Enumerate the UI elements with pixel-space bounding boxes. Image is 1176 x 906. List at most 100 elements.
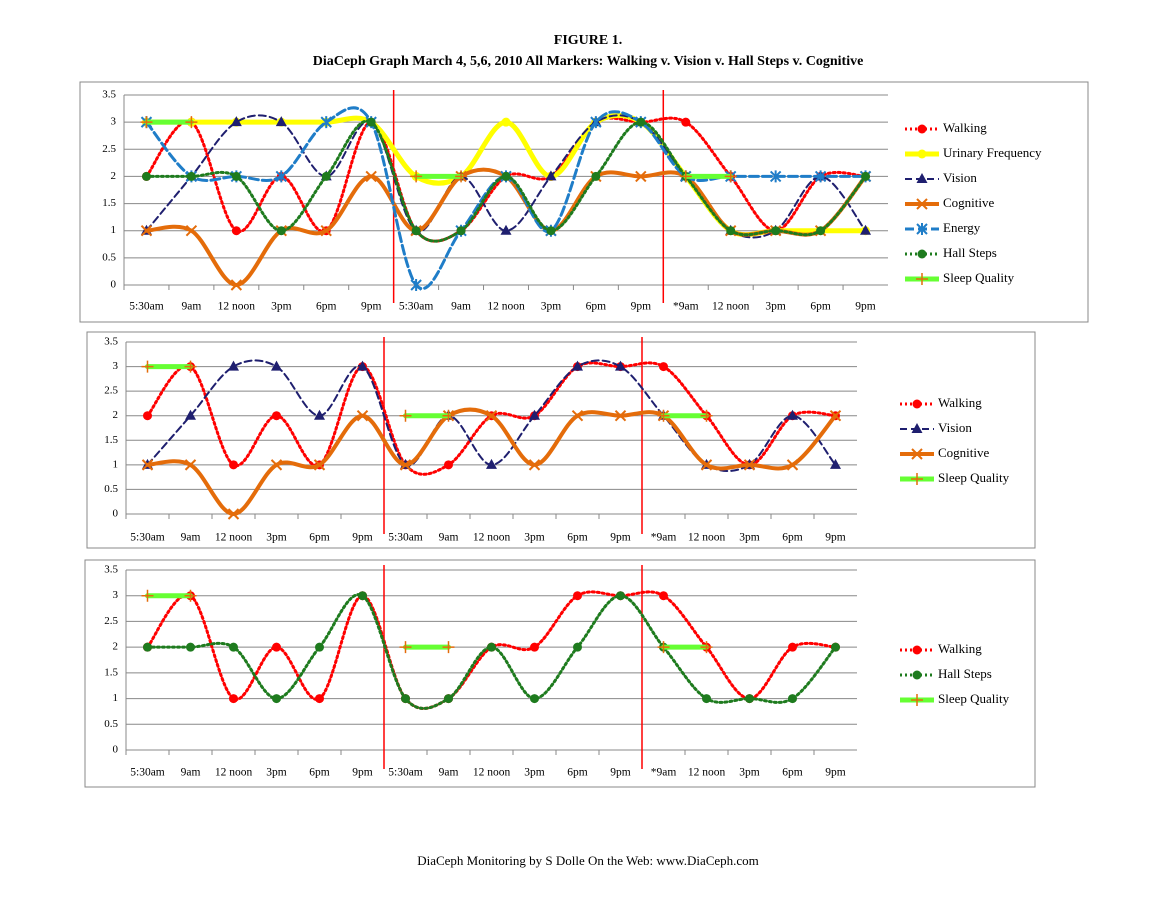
x-tick-label: 3pm — [266, 767, 287, 779]
x-tick-label: 3pm — [541, 301, 562, 313]
point — [272, 411, 281, 421]
x-tick-label: 6pm — [782, 767, 803, 779]
legend-label: Hall Steps — [943, 245, 997, 260]
point — [700, 459, 713, 471]
y-tick-label: 0 — [111, 279, 117, 291]
x-tick-label: *9am — [651, 532, 677, 544]
point — [184, 589, 197, 602]
point — [399, 459, 412, 471]
point — [573, 642, 582, 652]
legend-label: Sleep Quality — [938, 470, 1010, 485]
x-tick-label: 3pm — [739, 767, 760, 779]
y-tick-label: 1 — [113, 458, 119, 470]
x-tick-label: 5:30am — [130, 767, 165, 779]
x-tick-label: 9am — [181, 532, 201, 544]
y-tick-label: 1.5 — [104, 434, 118, 446]
legend-label: Walking — [938, 641, 982, 656]
point — [229, 694, 238, 704]
point — [786, 459, 799, 471]
legend-marker — [916, 223, 928, 235]
figure-title: FIGURE 1. — [554, 33, 622, 48]
legend-marker — [911, 694, 923, 706]
point — [591, 171, 601, 181]
x-tick-label: 6pm — [567, 767, 588, 779]
point — [320, 225, 332, 237]
point — [140, 116, 153, 129]
y-tick-label: 3 — [113, 360, 119, 372]
x-tick-label: 12 noon — [688, 767, 726, 779]
x-tick-label: 6pm — [567, 532, 588, 544]
point — [366, 117, 376, 127]
x-tick-label: 12 noon — [473, 767, 511, 779]
point — [271, 360, 282, 371]
point — [831, 642, 840, 652]
point — [485, 410, 498, 422]
point — [185, 225, 198, 237]
point — [615, 360, 626, 371]
point — [442, 641, 455, 654]
point — [861, 171, 871, 181]
y-tick-label: 3 — [111, 116, 117, 128]
point — [186, 171, 196, 181]
legend-marker — [917, 149, 927, 159]
x-tick-label: 12 noon — [688, 532, 726, 544]
point — [788, 694, 797, 704]
x-tick-label: 9pm — [610, 532, 631, 544]
point — [275, 116, 287, 127]
point — [814, 170, 827, 183]
legend-label: Sleep Quality — [938, 691, 1010, 706]
point — [829, 410, 842, 422]
legend-label: Urinary Frequency — [943, 145, 1042, 160]
point — [700, 641, 713, 654]
x-tick-label: 6pm — [309, 532, 330, 544]
point — [614, 410, 627, 422]
legend-label: Vision — [938, 420, 972, 435]
point — [487, 642, 496, 652]
point — [726, 226, 736, 236]
x-tick-label: 12 noon — [215, 767, 253, 779]
legend-marker — [911, 448, 923, 460]
legend-marker — [912, 645, 922, 655]
point — [501, 117, 511, 127]
legend-marker — [912, 399, 922, 409]
point — [657, 409, 670, 422]
x-tick-label: 6pm — [586, 301, 607, 313]
point — [830, 458, 841, 469]
x-tick-label: 9pm — [631, 301, 652, 313]
x-tick-label: 12 noon — [473, 532, 511, 544]
x-tick-label: 3pm — [524, 767, 545, 779]
point — [229, 642, 238, 652]
point — [410, 279, 422, 291]
legend-label: Walking — [943, 120, 987, 135]
point — [141, 459, 154, 471]
y-tick-label: 3.5 — [104, 564, 118, 576]
point — [399, 409, 412, 422]
y-tick-label: 3 — [113, 589, 119, 601]
point — [444, 694, 453, 704]
legend-marker — [911, 473, 923, 485]
point — [141, 589, 154, 602]
y-tick-label: 0.5 — [102, 251, 116, 263]
x-tick-label: 9pm — [825, 532, 846, 544]
point — [679, 170, 692, 183]
x-tick-label: 3pm — [266, 532, 287, 544]
point — [528, 459, 541, 471]
legend-marker — [916, 273, 928, 285]
y-tick-label: 1.5 — [104, 666, 118, 678]
x-tick-label: 3pm — [271, 301, 292, 313]
y-tick-label: 2.5 — [104, 385, 118, 397]
x-tick-label: 12 noon — [215, 532, 253, 544]
point — [141, 360, 154, 373]
x-tick-label: 9am — [182, 301, 202, 313]
point — [357, 360, 368, 371]
x-tick-label: 9pm — [352, 767, 373, 779]
point — [657, 641, 670, 654]
point — [571, 410, 584, 422]
point — [659, 591, 668, 601]
y-tick-label: 0 — [113, 508, 119, 520]
x-tick-label: 9pm — [855, 301, 876, 313]
x-tick-label: 9am — [439, 532, 459, 544]
y-tick-label: 0.5 — [104, 483, 118, 495]
legend-label: Cognitive — [943, 195, 995, 210]
